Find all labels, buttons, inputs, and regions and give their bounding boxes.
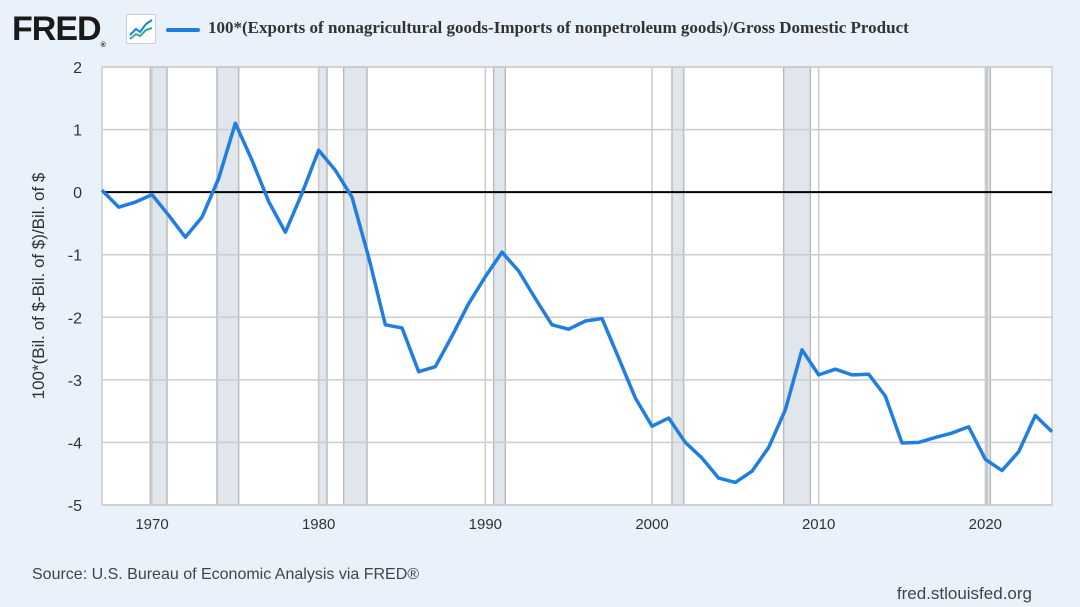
source-note: Source: U.S. Bureau of Economic Analysis… — [32, 566, 420, 583]
y-tick-label: 0 — [73, 185, 82, 202]
logo-reg: ® — [100, 42, 106, 49]
x-tick-label: 1970 — [135, 516, 168, 533]
legend-swatch — [166, 28, 200, 32]
y-tick-label: -1 — [68, 248, 82, 265]
y-axis-label: 100*(Bil. of $-Bil. of $)/Bil. of $ — [29, 172, 48, 399]
recession-band — [149, 66, 168, 506]
y-tick-label: -5 — [68, 498, 82, 515]
y-tick-label: 1 — [73, 123, 82, 140]
plot-background — [102, 67, 1052, 505]
y-tick-label: -2 — [68, 310, 82, 327]
fred-logo[interactable]: FRED® — [12, 10, 106, 49]
x-tick-label: 1980 — [302, 516, 335, 533]
legend-label: 100*(Exports of nonagricultural goods-Im… — [208, 18, 909, 37]
y-tick-label: 2 — [73, 60, 82, 77]
recession-band — [342, 66, 368, 506]
x-tick-label: 2010 — [802, 516, 835, 533]
plot-border — [101, 66, 1053, 506]
x-tick-label: 1990 — [469, 516, 502, 533]
recession-band — [986, 66, 992, 506]
recession-band — [216, 66, 240, 506]
site-link[interactable]: fred.stlouisfed.org — [896, 584, 1032, 603]
recession-band — [492, 66, 507, 506]
x-tick-label: 2000 — [635, 516, 668, 533]
recession-band — [782, 66, 812, 506]
y-tick-label: -4 — [68, 435, 82, 452]
x-tick-label: 2020 — [969, 516, 1002, 533]
y-tick-label: -3 — [68, 373, 82, 390]
chart-icon[interactable] — [126, 14, 156, 44]
recession-band — [317, 66, 328, 506]
logo-text: FRED — [12, 10, 102, 48]
series-line — [100, 121, 1054, 485]
